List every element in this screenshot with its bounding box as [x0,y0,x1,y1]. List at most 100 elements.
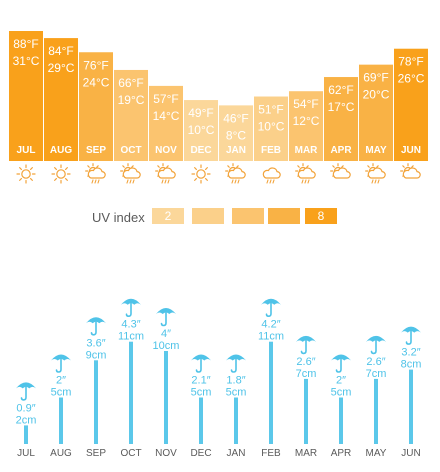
month-label: DEC [190,448,211,459]
temp-c-label: 26°C [398,72,425,86]
sun-icon [16,164,36,184]
rain-cm-label: 5cm [51,387,72,399]
month-label: AUG [50,145,72,156]
rain-bar-jul [24,425,28,444]
rain-inch-label: 3.2″ [401,347,420,359]
uv-legend-cell-2 [192,208,224,224]
month-label: OCT [120,145,141,156]
month-label: FEB [261,448,281,459]
rain-bar-aug [59,397,63,444]
month-label: APR [330,145,352,156]
rain-bar-may [374,378,378,444]
uv-legend-cell-1: 2 [152,208,184,224]
month-label: JAN [227,448,246,459]
temp-bar-dec [184,100,218,161]
month-label: APR [331,448,352,459]
temp-bar-aug [44,38,78,162]
temp-c-label: 19°C [118,93,145,107]
temp-bar-jul [9,31,43,161]
month-label: OCT [120,448,141,459]
rain-cm-label: 5cm [331,387,352,399]
temp-f-label: 66°F [118,76,143,90]
umbrella-icon [16,382,36,401]
rain-cm-label: 10cm [153,340,180,352]
sun-rain-icon [365,163,386,184]
umbrella-icon [261,298,281,318]
rain-cm-label: 2cm [16,414,37,426]
rain-cm-label: 11cm [118,331,144,343]
temp-bar-oct [114,69,148,161]
uv-legend-cell-5: 8 [305,208,337,224]
rain-inch-label: 2.6″ [296,356,315,368]
month-label: SEP [86,448,106,459]
rain-inch-label: 0.9″ [16,402,35,414]
rain-bar-apr [339,397,343,444]
umbrella-icon [366,335,386,355]
sun-rain-icon [295,163,316,184]
temp-c-label: 12°C [293,114,320,128]
temp-c-label: 29°C [48,61,75,75]
rain-cm-label: 5cm [226,387,247,399]
temp-f-label: 49°F [188,106,213,120]
temp-c-label: 31°C [13,54,40,68]
temp-f-label: 57°F [153,92,178,106]
temp-c-label: 14°C [153,109,180,123]
rainfall-chart: 0.9″2cmJUL2″5cmAUG3.6″9cmSEP4.3″11cmOCT4… [16,298,421,459]
uv-legend-label: UV index [92,210,145,225]
temp-f-label: 78°F [398,55,423,69]
month-label: AUG [50,448,72,459]
umbrella-icon [401,326,421,345]
month-label: NOV [155,448,177,459]
temp-bar-apr [324,77,358,161]
rain-inch-label: 1.8″ [226,375,245,387]
rain-inch-label: 4″ [161,328,171,340]
temp-f-label: 84°F [48,44,73,58]
umbrella-icon [191,354,211,373]
month-label: JUL [17,448,35,459]
rain-bar-feb [269,341,273,444]
rain-inch-label: 3.6″ [86,337,105,349]
rain-bar-jun [409,369,413,444]
rain-cm-label: 5cm [191,387,212,399]
temp-bar-feb [254,96,288,161]
temp-f-label: 69°F [363,71,388,85]
temp-f-label: 76°F [83,58,108,72]
month-label: NOV [155,145,177,156]
rain-inch-label: 2″ [336,375,346,387]
month-label: JUN [401,448,420,459]
sun-icon [191,164,211,184]
rain-cm-label: 9cm [86,349,107,361]
rain-inch-label: 4.2″ [261,319,280,331]
temp-bar-sep [79,52,113,161]
temp-c-label: 8°C [226,128,246,142]
temp-f-label: 46°F [223,111,248,125]
month-label: DEC [190,145,211,156]
umbrella-icon [156,308,176,327]
temp-bar-may [359,64,393,161]
umbrella-icon [226,354,246,373]
uv-legend-cell-4 [268,208,300,224]
temperature-chart: 88°F 31°C JUL 84°F 29°C AUG 76°F 24°C SEP 66°F 19°… [9,31,428,184]
sun-rain-icon [120,163,141,184]
rain-cm-label: 7cm [366,368,387,380]
temp-f-label: 54°F [293,97,318,111]
rain-bar-dec [199,397,203,444]
temp-f-label: 51°F [258,103,283,117]
uv-legend-cell-3 [232,208,264,224]
uv-legend: UV index 2 8 [0,208,440,228]
temp-c-label: 10°C [258,120,285,134]
month-label: SEP [86,145,106,156]
sun-rain-icon [155,163,176,184]
temp-bar-nov [149,85,183,161]
rain-inch-label: 4.3″ [121,319,140,331]
rain-inch-label: 2.6″ [366,356,385,368]
month-label: MAR [295,145,319,156]
rain-bar-mar [304,378,308,444]
sun-rain-icon [85,163,106,184]
temp-c-label: 20°C [363,88,390,102]
umbrella-icon [86,317,106,336]
sun-cloud-icon [400,163,421,179]
sun-icon [51,164,71,184]
temp-bar-jun [394,48,428,162]
temp-f-label: 62°F [328,83,353,97]
